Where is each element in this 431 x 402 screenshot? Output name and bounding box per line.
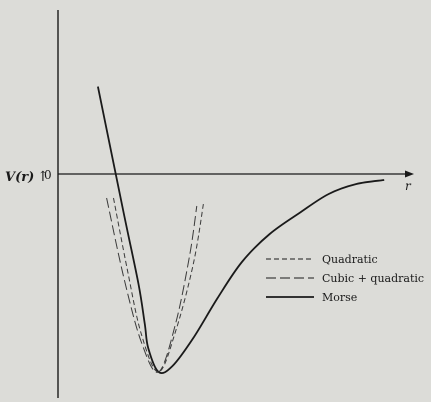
y-axis-label-arrow: ↑ [37, 169, 49, 185]
y-axis-label: V(r) [5, 170, 34, 185]
legend-label-1: Quadratic [322, 253, 378, 266]
legend-label-2: Cubic + quadratic [322, 272, 424, 285]
series-quadratic-line [113, 197, 205, 373]
series-morse-line [97, 86, 385, 375]
series-cubic-quadratic-line [106, 197, 198, 373]
legend: Quadratic Cubic + quadratic Morse [266, 253, 424, 304]
x-axis-label: r [405, 179, 412, 193]
x-axis-arrowhead [405, 170, 414, 178]
legend-label-0: Morse [322, 291, 357, 304]
y-zero-tick-label: 0 [44, 168, 52, 182]
